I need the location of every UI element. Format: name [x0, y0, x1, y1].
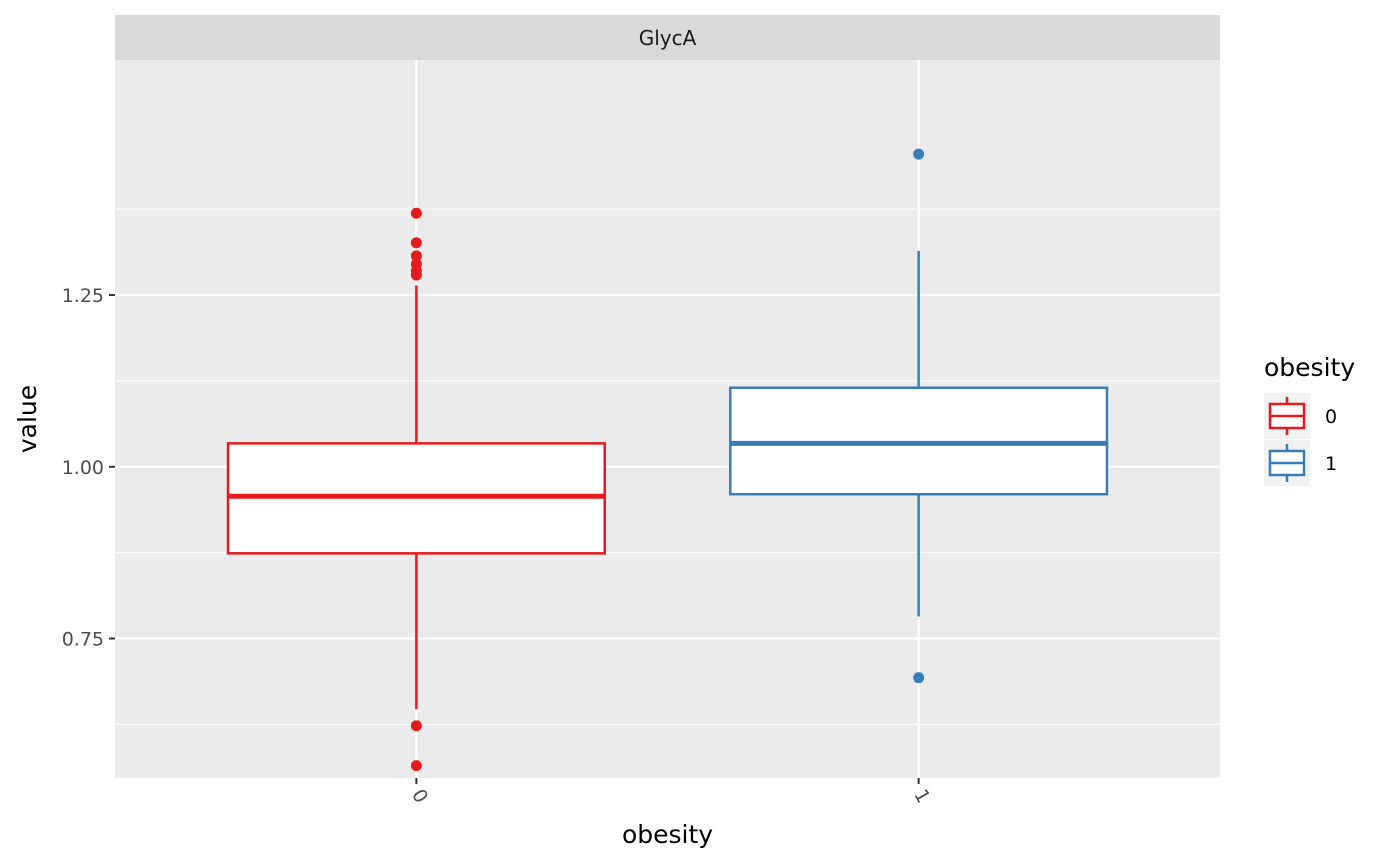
y-tick-label: 0.75	[62, 629, 104, 651]
x-axis-title: obesity	[622, 820, 713, 849]
facet-strip-label: GlycA	[639, 26, 697, 50]
legend-key-0: 0	[1264, 393, 1337, 439]
legend-title: obesity	[1264, 353, 1355, 382]
legend-label: 0	[1325, 406, 1337, 428]
y-tick-label: 1.00	[62, 457, 104, 479]
boxplots	[226, 148, 1109, 772]
legend-label: 1	[1325, 453, 1337, 475]
legend-key-1: 1	[1264, 440, 1337, 486]
outlier-point	[410, 250, 422, 262]
outlier-point	[410, 760, 422, 772]
y-axis-title: value	[13, 385, 42, 453]
x-tick-label: 0	[407, 786, 432, 807]
y-tick-label: 1.25	[62, 285, 104, 307]
outlier-point	[410, 258, 422, 270]
y-axis: 0.75 1.00 1.25	[62, 285, 115, 651]
x-tick-label: 1	[909, 786, 934, 807]
box-group-1	[729, 148, 1109, 684]
facet-strip	[115, 15, 1220, 60]
outlier-point	[410, 237, 422, 249]
outlier-point	[410, 720, 422, 732]
outlier-point	[410, 207, 422, 219]
box-group-0	[226, 207, 606, 772]
outlier-point	[913, 672, 925, 684]
legend: obesity 0 1	[1264, 353, 1355, 486]
outlier-point	[913, 148, 925, 160]
